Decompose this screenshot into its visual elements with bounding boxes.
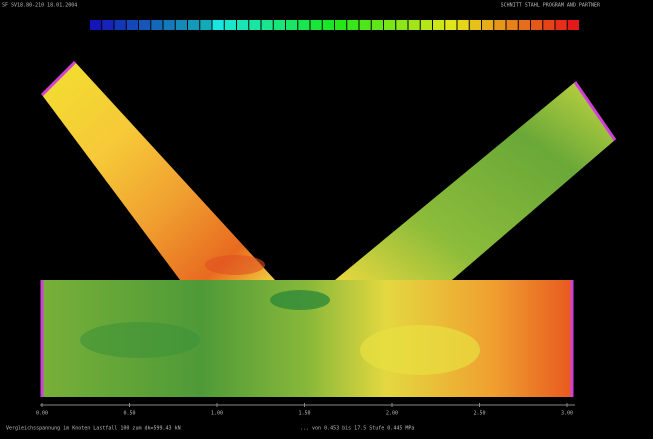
scale-cell	[286, 20, 298, 30]
scale-cell	[433, 20, 445, 30]
scale-cell	[543, 20, 555, 30]
scale-cell	[237, 20, 249, 30]
scale-cell	[151, 20, 163, 30]
scale-cell	[249, 20, 261, 30]
color-scale	[90, 20, 579, 30]
scale-cell	[224, 20, 236, 30]
scale-cell	[261, 20, 273, 30]
scale-cell	[567, 20, 579, 30]
stress-zone	[360, 325, 480, 375]
scale-cell	[347, 20, 359, 30]
scale-cell	[188, 20, 200, 30]
stress-zone	[270, 290, 330, 310]
scale-cell	[102, 20, 114, 30]
scale-cell	[396, 20, 408, 30]
scale-cell	[126, 20, 138, 30]
scale-cell	[114, 20, 126, 30]
tick-label: 3.00	[561, 411, 573, 417]
right-strut	[335, 82, 615, 280]
tick-label: 1.50	[298, 411, 310, 417]
scale-cell	[506, 20, 518, 30]
scale-cell	[371, 20, 383, 30]
tick-label: 2.00	[386, 411, 398, 417]
scale-cell	[298, 20, 310, 30]
scale-cell	[420, 20, 432, 30]
header-left: SF SV18.80-210 18.01.2004	[2, 3, 77, 9]
footer-right: ... von 0.453 bis 17.5 Stufe 0.445 MPa	[300, 426, 414, 432]
scale-cell	[555, 20, 567, 30]
scale-cell	[212, 20, 224, 30]
stress-zone	[80, 322, 200, 358]
scale-cell	[139, 20, 151, 30]
scale-cell	[445, 20, 457, 30]
tick-label: 0.50	[123, 411, 135, 417]
scale-cell	[273, 20, 285, 30]
scale-cell	[310, 20, 322, 30]
footer-left: Vergleichsspannung im Knoten Lastfall 10…	[6, 426, 181, 432]
scale-cell	[335, 20, 347, 30]
scale-cell	[408, 20, 420, 30]
scale-cell	[163, 20, 175, 30]
support-edge	[573, 81, 617, 141]
scale-cell	[482, 20, 494, 30]
scale-cell	[90, 20, 102, 30]
scale-cell	[384, 20, 396, 30]
stress-zone	[205, 255, 265, 275]
scale-cell	[322, 20, 334, 30]
scale-cell	[531, 20, 543, 30]
scale-cell	[359, 20, 371, 30]
left-strut	[42, 62, 275, 280]
scale-cell	[469, 20, 481, 30]
scale-cell	[494, 20, 506, 30]
tick-label: 0.00	[36, 411, 48, 417]
support-edge	[40, 60, 77, 97]
axis: 0.00 0.50 1.00 1.50 2.00 2.50 3.00	[36, 403, 573, 417]
scale-cell	[175, 20, 187, 30]
scale-cell	[200, 20, 212, 30]
scale-cell	[518, 20, 530, 30]
tick-label: 1.00	[211, 411, 223, 417]
tick-label: 2.50	[473, 411, 485, 417]
supports	[40, 60, 617, 397]
header-right: SCHNITT STAHL PROGRAM AND PARTNER	[501, 3, 601, 9]
scale-cell	[457, 20, 469, 30]
